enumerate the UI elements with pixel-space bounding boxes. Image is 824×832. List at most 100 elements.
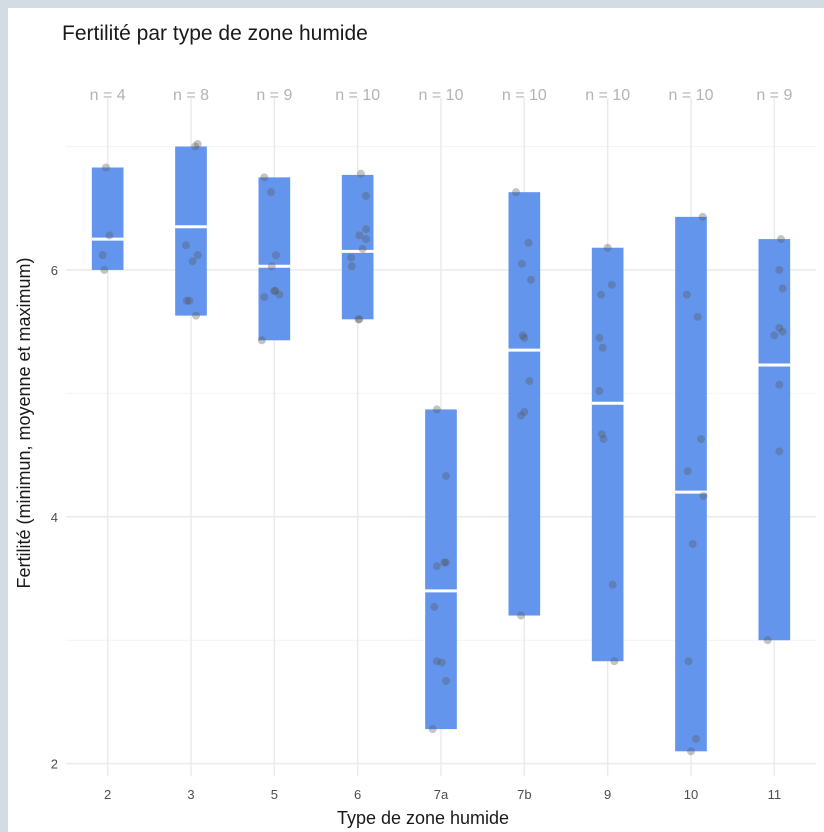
y-tick-label: 4 [51,510,58,525]
data-point [192,311,200,320]
count-labels: n = 4 n = 8 n = 9 n = 10 n = 10 n = 10 n = 10 n… [90,87,793,104]
range-bar [675,216,707,752]
x-tick-label: 10 [684,787,698,802]
data-point [358,244,367,253]
data-point [777,235,785,244]
data-point [188,257,197,266]
data-point [597,290,605,299]
data-point [362,235,370,244]
data-point [595,333,604,342]
count-label: n = 10 [335,87,380,104]
data-point [527,275,535,284]
x-tick-label: 7a [434,787,449,802]
data-point [105,231,114,240]
data-point [525,377,534,386]
data-point [193,251,202,260]
fertility-chart: Fertilité par type de zone humide 2 4 6 2 3… [14,22,816,828]
count-label: n = 10 [502,87,547,104]
data-point [354,315,363,324]
data-point [603,243,612,252]
data-point [682,290,691,299]
data-point [347,253,355,262]
data-point [608,580,617,589]
range-bar [91,167,124,270]
data-point [598,343,607,352]
data-point [428,725,437,734]
data-point [520,407,529,416]
data-point [517,611,525,620]
data-point [610,657,619,666]
data-point [432,657,441,666]
count-label: n = 8 [173,87,209,104]
x-axis-ticks: 2 3 5 6 7a 7b 9 10 11 [104,787,781,802]
range-bar [758,239,791,641]
range-bar [258,177,291,341]
data-point [272,251,280,260]
data-point [347,262,356,271]
range-bar [591,247,624,662]
chart-panel: Fertilité par type de zone humide 2 4 6 2 3… [8,8,824,832]
data-point [191,142,200,151]
y-tick-label: 6 [51,263,58,278]
data-points [98,140,787,756]
data-point [517,411,525,420]
data-point [775,323,784,332]
data-point [775,265,784,274]
y-tick-label: 2 [51,757,58,772]
x-axis-title: Type de zone humide [337,808,509,828]
range-bar [508,192,541,616]
data-point [355,231,364,240]
x-tick-label: 9 [604,787,611,802]
data-point [599,435,608,444]
mean-lines [91,225,791,593]
x-tick-label: 2 [104,787,111,802]
data-point [355,315,364,324]
data-point [270,286,279,295]
data-point [520,333,529,342]
range-bar [425,409,457,730]
data-point [257,336,266,345]
data-point [182,241,190,250]
data-point [271,286,280,295]
data-point [193,140,202,149]
data-point [362,225,370,234]
data-point [267,188,275,197]
count-label: n = 10 [419,87,464,104]
data-point [763,636,772,645]
data-point [517,259,526,268]
data-point [442,558,450,567]
data-point [697,435,705,444]
x-tick-label: 3 [187,787,194,802]
data-point [357,169,365,178]
data-point [597,430,606,439]
y-axis-ticks: 2 4 6 [51,263,58,772]
count-label: n = 9 [256,87,292,104]
data-point [687,747,695,756]
data-point [524,238,533,247]
count-label: n = 4 [90,87,126,104]
data-point [684,657,693,666]
chart-title: Fertilité par type de zone humide [62,22,368,45]
data-point [775,380,784,389]
data-point [595,386,604,395]
count-label: n = 10 [585,87,630,104]
data-point [275,290,284,299]
data-point [699,491,708,500]
range-bar [341,174,374,320]
data-point [182,296,191,305]
data-point [518,331,527,340]
data-point [693,312,702,321]
data-point [102,163,110,172]
x-tick-label: 5 [271,787,278,802]
data-point [432,562,441,571]
range-bar [175,146,207,316]
data-point [770,331,779,340]
count-label: n = 10 [669,87,714,104]
count-label: n = 9 [756,87,792,104]
data-point [512,188,520,197]
range-bars [91,146,791,752]
x-tick-label: 11 [768,787,782,802]
data-point [260,293,269,302]
y-axis-title: Fertilité (minimun, moyenne et maximum) [14,257,34,588]
data-point [778,327,787,336]
